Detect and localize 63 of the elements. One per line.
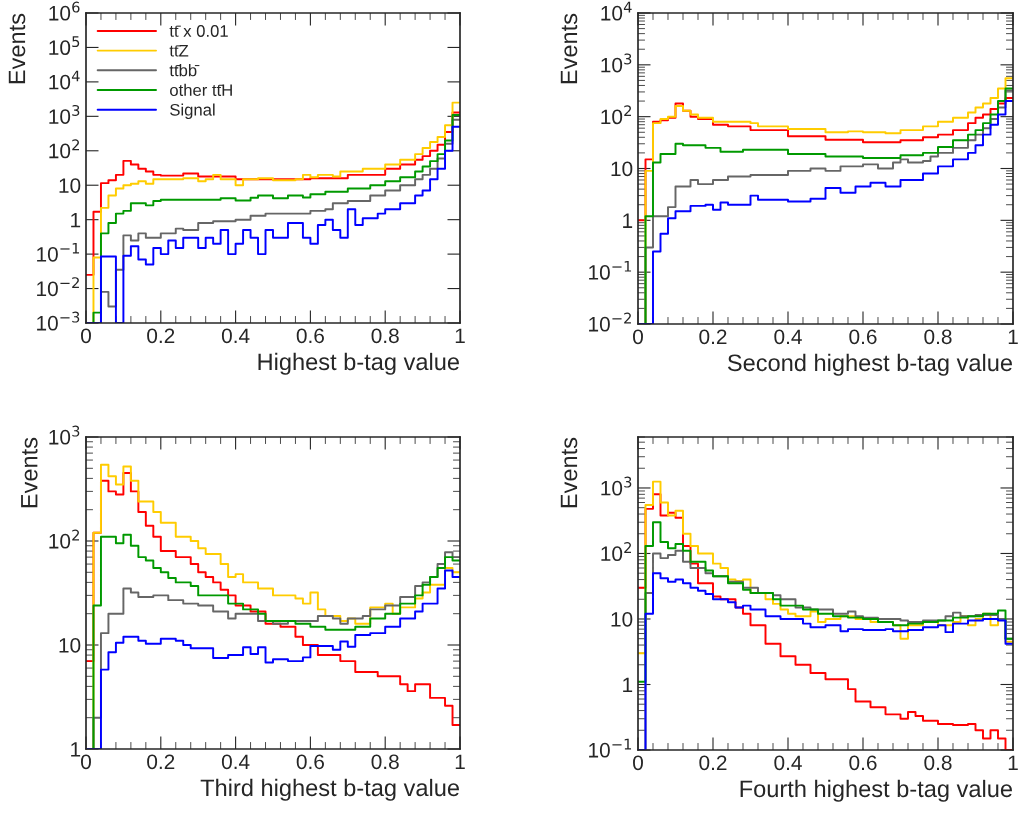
x-axis-title: Second highest b-tag value [727,353,1012,376]
y-axis-title: Events [560,13,578,84]
x-tick-label: 0.6 [296,754,324,770]
x-tick-label: 0.4 [221,328,250,344]
y-tick-label: 10 [59,638,81,653]
y-tick-label: 10$^{3}$ [601,476,632,496]
y-tick-label: 10$^{−1}$ [589,260,632,280]
x-tick-label: 0 [81,328,91,344]
x-tick-label: 0.2 [147,754,175,770]
y-axis-title: Events [21,437,38,508]
y-tick-label: 10$^{2}$ [49,139,79,159]
y-tick-label: 10$^{−3}$ [37,311,80,331]
x-tick-label: 0.2 [699,755,727,771]
x-tick-label: 0.4 [774,755,802,771]
x-tick-label: 1 [1008,329,1018,344]
y-tick-label: 10 [611,611,633,627]
x-tick-label: 0.4 [221,754,250,770]
y-tick-label: 10$^{3}$ [49,104,80,124]
x-tick-label: 0.6 [849,755,877,771]
x-tick-label: 1 [455,328,465,343]
x-tick-label: 1 [455,754,465,769]
y-tick-label: 10$^{6}$ [49,1,80,21]
y-tick-label: 10$^{−1}$ [589,738,632,758]
legend-label: tt̄Z [169,44,189,57]
x-tick-label: 1 [1008,755,1018,770]
x-tick-label: 0.6 [296,328,324,344]
y-tick-label: 10$^{−1}$ [37,242,80,262]
x-tick-label: 0.8 [371,328,399,344]
legend-label: tt̄bb̄ [169,64,200,77]
x-tick-label: 0.6 [849,329,877,345]
x-tick-label: 0 [633,755,643,771]
x-tick-label: 0.4 [774,329,802,345]
x-tick-label: 0 [81,754,91,770]
y-tick-label: 10 [611,161,633,177]
y-tick-label: 10$^{4}$ [601,1,632,21]
x-axis-title: Highest b-tag value [258,352,459,375]
y-axis-title: Events [560,437,578,508]
y-tick-label: 10$^{2}$ [601,105,631,125]
y-tick-label: 1 [71,212,81,228]
y-tick-label: 1 [623,213,633,228]
y-tick-label: 10$^{3}$ [49,425,80,445]
legend-label: Signal [170,103,215,120]
y-tick-label: 10$^{2}$ [601,542,631,562]
x-tick-label: 0.8 [924,329,952,345]
y-tick-label: 10$^{4}$ [49,70,80,90]
y-tick-label: 10$^{−2}$ [37,277,79,297]
y-axis-title: Events [8,13,26,84]
legend-label: other tt̄H [170,83,232,97]
y-tick-label: 1 [71,742,81,757]
x-tick-label: 0.2 [699,329,727,345]
y-tick-label: 10 [59,178,81,193]
x-tick-label: 0.8 [371,754,399,770]
x-tick-label: 0 [633,329,643,345]
x-tick-label: 0.2 [147,328,175,344]
y-tick-label: 10$^{3}$ [601,53,632,73]
y-tick-label: 10$^{5}$ [49,36,80,56]
y-tick-label: 1 [623,677,633,693]
x-axis-title: Fourth highest b-tag value [740,779,1012,802]
x-tick-label: 0.8 [924,755,952,771]
x-axis-title: Third highest b-tag value [200,778,459,801]
legend-label: tt̄ x 0.01 [169,25,228,37]
y-tick-label: 10$^{2}$ [49,529,79,549]
y-tick-label: 10$^{−2}$ [589,312,631,332]
